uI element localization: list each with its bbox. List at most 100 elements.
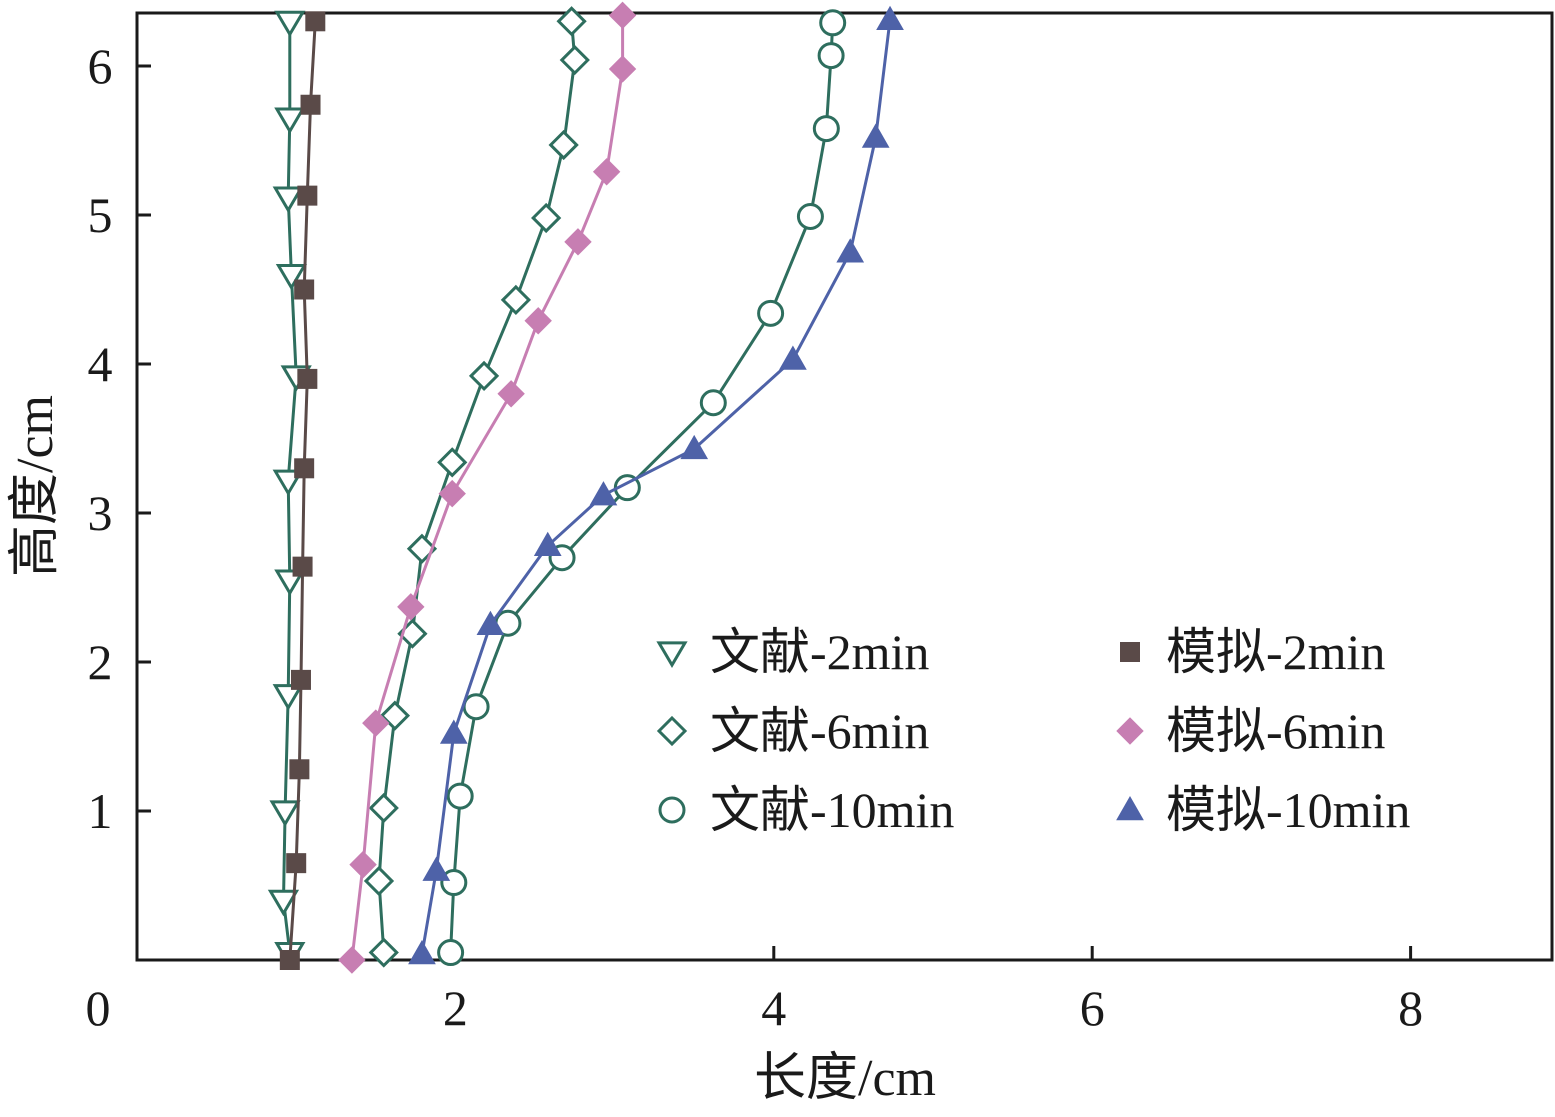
data-point	[267, 889, 300, 917]
data-point	[699, 389, 727, 417]
data-point	[531, 202, 562, 234]
legend-label: 文献-2min	[710, 624, 929, 680]
y-tick-label: 4	[88, 336, 113, 392]
data-point	[292, 556, 313, 577]
data-point	[272, 684, 304, 711]
y-axis-title: 高度/cm	[7, 395, 64, 577]
data-point	[796, 202, 824, 230]
data-point	[861, 123, 890, 148]
data-point	[524, 307, 552, 335]
y-tick-label: 3	[88, 485, 113, 541]
data-point	[757, 299, 785, 327]
data-point	[589, 481, 618, 506]
data-point	[476, 610, 505, 635]
data-point	[294, 458, 315, 479]
series-layer	[267, 1, 904, 974]
data-point	[564, 228, 592, 256]
series-line	[350, 15, 625, 961]
data-point	[368, 937, 399, 968]
x-tick-label: 2	[443, 980, 468, 1036]
data-point	[446, 782, 474, 810]
series-line	[288, 21, 317, 961]
legend-label: 模拟-6min	[1166, 703, 1385, 759]
data-point	[297, 185, 318, 206]
legend-label: 文献-6min	[710, 703, 929, 759]
data-point	[608, 1, 637, 30]
x-tick-label: 6	[1080, 980, 1105, 1036]
data-point	[294, 279, 315, 300]
x-tick-label: 4	[761, 980, 786, 1036]
data-point	[349, 850, 377, 879]
data-point	[817, 42, 845, 70]
data-point	[368, 792, 399, 824]
data-point	[680, 434, 709, 460]
plot-frame	[135, 11, 1554, 962]
data-point	[269, 800, 301, 827]
legend-item: 文献-10min	[658, 782, 954, 838]
data-point	[286, 853, 307, 874]
data-point	[362, 709, 390, 737]
series-3	[338, 1, 637, 974]
legend-item: 模拟-6min	[1116, 703, 1385, 759]
legend-marker	[1116, 717, 1144, 745]
data-point	[779, 345, 807, 370]
y-tick-label: 2	[88, 634, 113, 690]
data-point	[462, 693, 490, 721]
series-4	[437, 9, 847, 967]
data-point	[397, 593, 425, 621]
data-point	[275, 264, 308, 291]
legend-item: 文献-6min	[656, 703, 929, 759]
data-point	[438, 479, 466, 508]
series-line	[377, 21, 577, 953]
data-point	[305, 11, 326, 32]
data-point	[592, 158, 621, 186]
data-point	[300, 94, 321, 115]
data-point	[422, 856, 451, 881]
legend-label: 文献-10min	[710, 782, 954, 838]
y-tick-label: 6	[88, 38, 113, 94]
data-point	[876, 5, 904, 31]
series-5	[408, 5, 904, 965]
legend: 文献-2min 模拟-2min 文献-6min 模拟-6min 文献-10min 模拟-1…	[656, 624, 1410, 838]
data-point	[500, 284, 532, 316]
data-point	[408, 940, 436, 965]
data-point	[437, 939, 465, 967]
legend-item: 模拟-2min	[1120, 624, 1385, 680]
data-point	[297, 368, 318, 389]
data-point	[363, 865, 395, 897]
x-tick-label: 0	[86, 980, 111, 1036]
legend-marker	[656, 715, 688, 747]
data-point	[548, 129, 579, 161]
data-point	[440, 869, 468, 897]
series-1	[279, 11, 326, 970]
y-axis-ticks: 1 2 3 4 5 6	[88, 38, 151, 839]
legend-marker	[1120, 642, 1140, 662]
legend-item: 文献-2min	[656, 624, 929, 680]
x-tick-label: 8	[1398, 980, 1423, 1036]
x-axis-title: 长度/cm	[754, 1050, 936, 1107]
data-point	[836, 238, 865, 263]
y-tick-label: 5	[88, 187, 113, 243]
series-2	[363, 6, 590, 968]
data-point	[468, 360, 500, 392]
data-point	[497, 380, 525, 408]
data-point	[812, 115, 840, 143]
data-point	[289, 759, 310, 780]
legend-label: 模拟-2min	[1166, 624, 1385, 680]
legend-marker	[658, 796, 686, 824]
legend-marker	[656, 641, 688, 668]
legend-marker	[1116, 795, 1144, 821]
y-tick-label: 1	[88, 783, 113, 839]
data-point	[556, 6, 587, 37]
data-point	[559, 44, 590, 76]
data-point	[439, 719, 468, 744]
legend-item: 模拟-10min	[1116, 782, 1410, 838]
data-point	[608, 55, 637, 83]
data-point	[819, 9, 847, 37]
data-point	[338, 946, 366, 974]
data-point	[279, 950, 300, 970]
legend-label: 模拟-10min	[1166, 782, 1410, 838]
data-point	[272, 186, 304, 214]
data-point	[437, 447, 468, 478]
